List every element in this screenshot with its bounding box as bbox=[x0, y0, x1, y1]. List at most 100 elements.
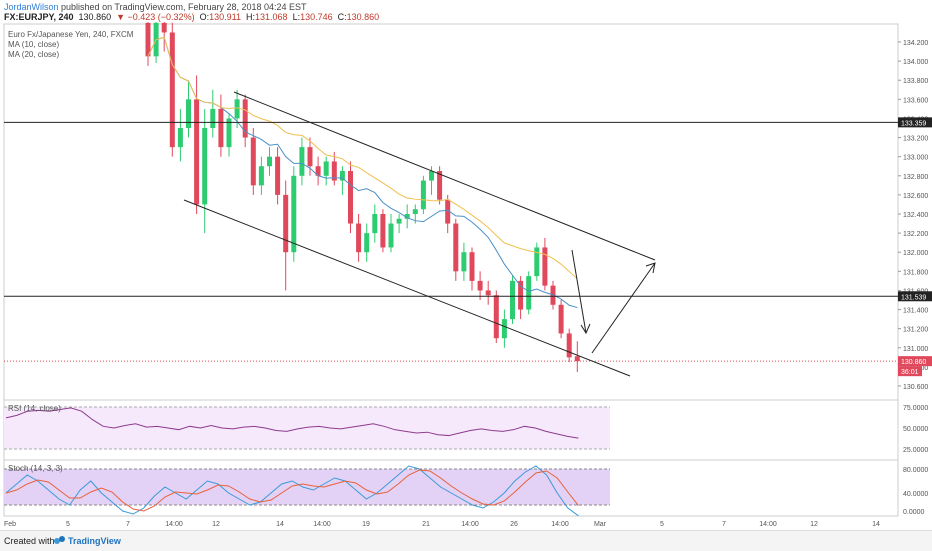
tradingview-logo-icon bbox=[54, 536, 65, 544]
candle-body bbox=[307, 147, 313, 167]
stoch-band bbox=[4, 469, 610, 505]
chart-area[interactable]: 134.200134.000133.800133.600133.400133.2… bbox=[0, 22, 932, 530]
candle-body bbox=[145, 22, 151, 57]
price-change: ▼ −0.423 (−0.32%) bbox=[116, 12, 195, 22]
candle-body bbox=[437, 171, 443, 200]
ohlc-line: FX:EURJPY, 240 130.860 ▼ −0.423 (−0.32%)… bbox=[4, 12, 379, 22]
author-link[interactable]: JordanWilson bbox=[4, 2, 59, 12]
publish-line: JordanWilson published on TradingView.co… bbox=[4, 2, 307, 12]
price-tick-label: 133.600 bbox=[903, 97, 928, 104]
high-value: 131.068 bbox=[255, 12, 288, 22]
candle-body bbox=[258, 166, 264, 186]
rsi-line bbox=[5, 407, 579, 439]
price-tick-label: 132.200 bbox=[903, 231, 928, 238]
chart-header: JordanWilson published on TradingView.co… bbox=[0, 0, 932, 22]
time-tick-label: 21 bbox=[422, 521, 430, 528]
candle-body bbox=[542, 247, 548, 286]
candle-body bbox=[161, 22, 167, 33]
time-tick-label: 26 bbox=[510, 521, 518, 528]
price-tick-label: 131.000 bbox=[903, 346, 928, 353]
rsi-legend: RSI (14, close) bbox=[8, 404, 61, 413]
time-tick-label: 14 bbox=[276, 521, 284, 528]
candle-body bbox=[202, 128, 208, 205]
stoch-k-line bbox=[5, 465, 579, 517]
channel-upper-line bbox=[233, 91, 656, 261]
candle-body bbox=[380, 214, 386, 248]
stoch-tick-label: 80.0000 bbox=[903, 467, 928, 474]
candle-body bbox=[331, 161, 337, 181]
candle-body bbox=[469, 252, 475, 281]
price-tick-label: 131.400 bbox=[903, 308, 928, 315]
price-tick-label: 132.800 bbox=[903, 174, 928, 181]
open-label: O: bbox=[199, 12, 210, 22]
stoch-d-line bbox=[5, 469, 579, 512]
tradingview-brand[interactable]: TradingView bbox=[68, 536, 121, 546]
legend-ma20: MA (20, close) bbox=[8, 50, 60, 59]
main-legend: Euro Fx/Japanese Yen, 240, FXCM MA (10, … bbox=[8, 30, 133, 60]
low-value: 130.746 bbox=[300, 12, 333, 22]
up-arrow-head-icon bbox=[645, 262, 656, 274]
candle-body bbox=[348, 171, 353, 224]
candle-body bbox=[429, 171, 434, 181]
candle-body bbox=[526, 276, 532, 310]
down-arrow-head-icon bbox=[580, 323, 591, 335]
candle-body bbox=[396, 218, 402, 224]
time-tick-label: 5 bbox=[66, 521, 70, 528]
symbol-label: FX:EURJPY, 240 bbox=[4, 12, 74, 22]
time-tick-label: 12 bbox=[212, 521, 220, 528]
time-tick-label: 14:00 bbox=[759, 521, 777, 528]
candle-body bbox=[388, 223, 394, 248]
price-tick-label: 134.000 bbox=[903, 59, 928, 66]
candle-body bbox=[453, 223, 459, 272]
price-tick-label: 132.600 bbox=[903, 193, 928, 200]
price-tick-label: 133.800 bbox=[903, 78, 928, 85]
candle-body bbox=[485, 290, 491, 296]
close-label: C: bbox=[337, 12, 347, 22]
candle-body bbox=[299, 147, 305, 176]
countdown-label: 36:01 bbox=[901, 369, 919, 376]
rsi-tick-label: 75.0000 bbox=[903, 405, 928, 412]
candle-body bbox=[445, 199, 451, 224]
price-tick-label: 133.200 bbox=[903, 136, 928, 143]
price-tick-label: 131.200 bbox=[903, 327, 928, 334]
time-tick-label: Feb bbox=[4, 521, 16, 528]
candle-body bbox=[477, 280, 483, 291]
current-price-label: 130.860 bbox=[901, 359, 926, 366]
candle-body bbox=[558, 304, 564, 334]
candle-body bbox=[364, 233, 370, 253]
rsi-tick-label: 25.0000 bbox=[903, 447, 928, 454]
rsi-tick-label: 50.0000 bbox=[903, 426, 928, 433]
candle-body bbox=[218, 108, 224, 148]
stoch-tick-label: 0.0000 bbox=[903, 509, 925, 516]
candle-body bbox=[501, 319, 507, 339]
candle-body bbox=[510, 280, 515, 320]
candle-body bbox=[534, 247, 540, 277]
price-tick-label: 131.800 bbox=[903, 269, 928, 276]
candle-body bbox=[420, 180, 426, 210]
candle-body bbox=[275, 156, 281, 195]
countdown-tag bbox=[898, 366, 922, 377]
rsi-band bbox=[4, 407, 610, 449]
candle-body bbox=[372, 214, 378, 234]
price-tick-label: 133.000 bbox=[903, 155, 928, 162]
candle-body bbox=[210, 108, 216, 128]
time-tick-label: 5 bbox=[660, 521, 664, 528]
time-tick-label: 14:00 bbox=[165, 521, 183, 528]
upper-horizontal-line-tag bbox=[898, 117, 932, 128]
ma20-line bbox=[147, 36, 578, 280]
time-tick-label: 12 bbox=[810, 521, 818, 528]
time-tick-label: 7 bbox=[126, 521, 130, 528]
price-tick-label: 134.200 bbox=[903, 40, 928, 47]
created-with-label: Created with bbox=[4, 536, 55, 546]
upper-horizontal-line-label: 133.359 bbox=[901, 120, 926, 127]
candle-body bbox=[315, 166, 321, 176]
price-tick-label: 132.400 bbox=[903, 212, 928, 219]
time-tick-label: 14:00 bbox=[313, 521, 331, 528]
candle-body bbox=[250, 137, 256, 186]
candle-body bbox=[242, 99, 248, 138]
candle-body bbox=[493, 295, 499, 339]
candle-body bbox=[356, 223, 362, 253]
candle-body bbox=[177, 128, 183, 148]
channel-lower-line bbox=[183, 199, 631, 377]
lower-horizontal-line-label: 131.539 bbox=[901, 294, 926, 301]
